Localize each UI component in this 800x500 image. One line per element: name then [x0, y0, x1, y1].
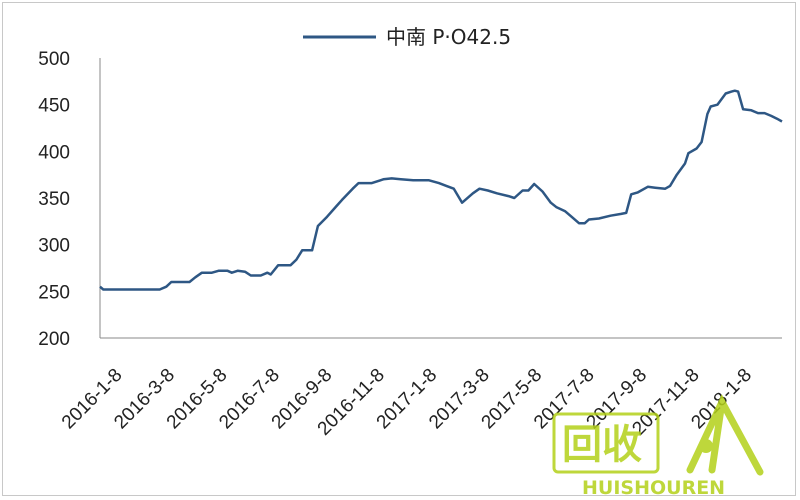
- y-tick-label: 300: [38, 236, 70, 257]
- y-tick-label: 450: [38, 96, 70, 117]
- y-tick-label: 200: [38, 329, 70, 350]
- series-group: [99, 89, 783, 291]
- y-tick-label: 500: [38, 49, 70, 70]
- x-axis-tick-labels: 2016-1-82016-3-82016-5-82016-7-82016-9-8…: [58, 365, 756, 440]
- y-tick-label: 250: [38, 282, 70, 303]
- chart-axes: [99, 58, 782, 339]
- y-tick-label: 350: [38, 189, 70, 210]
- watermark-word: HUISHOUREN: [582, 477, 725, 499]
- legend-label: 中南 P·O42.5: [386, 25, 511, 49]
- y-axis-tick-labels: 200 250 300 350 400 450 500: [38, 49, 70, 350]
- watermark-dot-icon: [699, 439, 713, 453]
- watermark-glyphs: 回收: [562, 422, 642, 468]
- series-line: [99, 89, 783, 291]
- watermark-logo: 回收 HUISHOUREN: [552, 394, 764, 499]
- legend: 中南 P·O42.5: [303, 25, 511, 49]
- y-tick-label: 400: [38, 142, 70, 163]
